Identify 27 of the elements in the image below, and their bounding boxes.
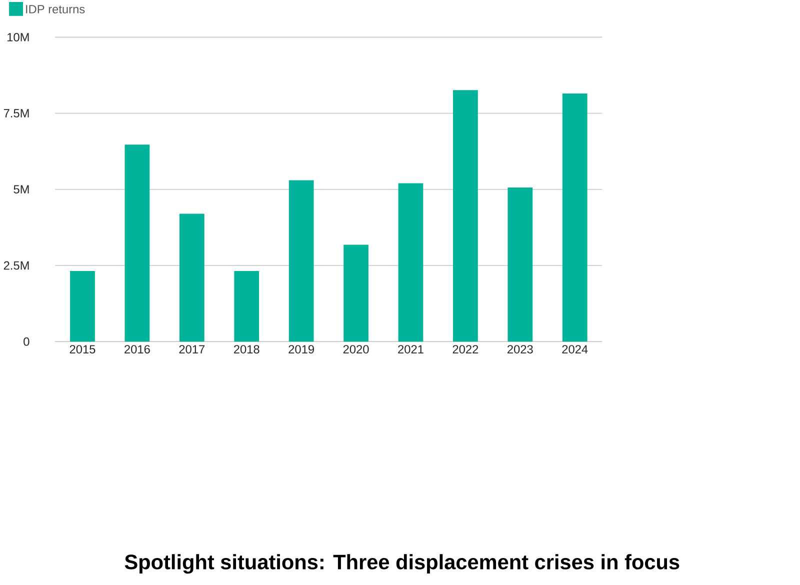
y-tick-label: 5M bbox=[14, 185, 29, 194]
y-tick-label: 10M bbox=[8, 32, 29, 42]
y-tick-label: 0 bbox=[24, 337, 30, 346]
x-tick-label: 2022 bbox=[452, 345, 478, 354]
x-tick-label: 2023 bbox=[508, 345, 533, 354]
bar bbox=[288, 180, 314, 342]
bar bbox=[70, 270, 95, 342]
bar bbox=[344, 244, 368, 342]
x-tick-label: 2019 bbox=[288, 345, 314, 354]
x-tick-label: 2024 bbox=[562, 345, 588, 354]
bar bbox=[179, 214, 204, 342]
x-tick-label: 2021 bbox=[398, 345, 424, 354]
text: Spotlight situations: Three displacement crises in focus bbox=[124, 554, 680, 574]
bar bbox=[562, 93, 588, 342]
x-tick-label: 2015 bbox=[70, 345, 96, 354]
x-tick-label: 2017 bbox=[179, 345, 205, 354]
bar bbox=[234, 270, 260, 342]
x-tick-label: 2018 bbox=[234, 345, 260, 354]
y-tick-label: 2.5M bbox=[4, 261, 29, 270]
x-tick-label: 2020 bbox=[343, 345, 369, 354]
y-tick-label: 7.5M bbox=[4, 109, 29, 118]
legend-label: IDP returns bbox=[26, 5, 85, 14]
bar bbox=[453, 90, 478, 342]
bar bbox=[508, 188, 533, 342]
bar bbox=[124, 144, 150, 342]
x-tick-label: 2016 bbox=[124, 345, 150, 354]
bar bbox=[398, 183, 424, 342]
